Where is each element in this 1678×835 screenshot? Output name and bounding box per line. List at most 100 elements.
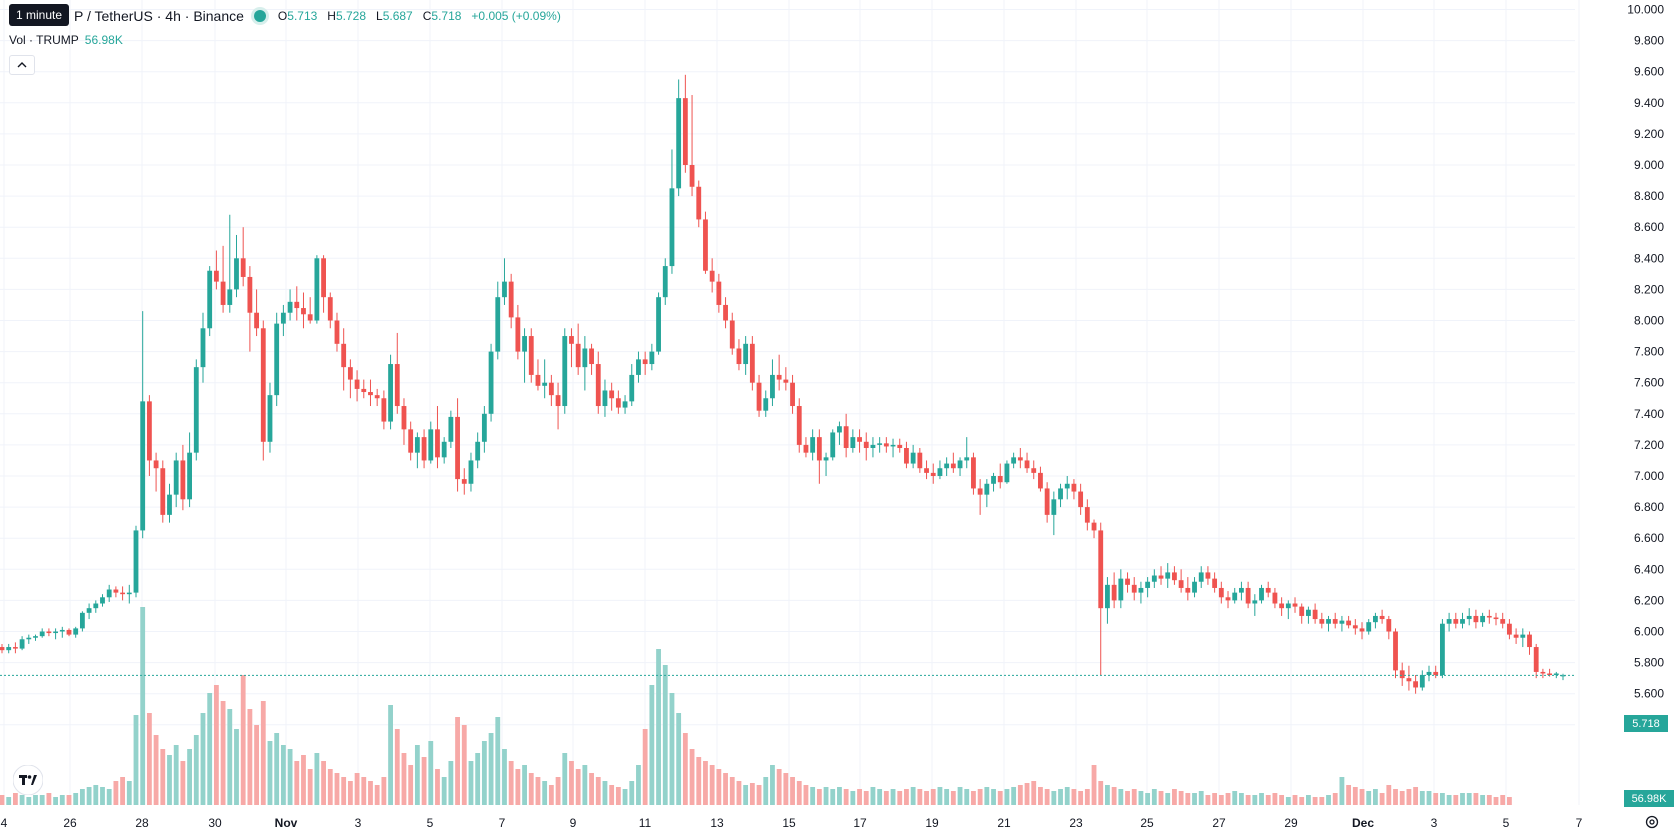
volume-bar <box>0 795 5 805</box>
volume-bar <box>1259 793 1264 805</box>
candle-body <box>321 258 326 298</box>
candle-body <box>696 186 702 220</box>
candle-body <box>1205 572 1211 579</box>
candle-body <box>770 374 775 399</box>
candle-body <box>1439 623 1445 676</box>
volume-bar <box>455 717 460 805</box>
volume-bar <box>609 785 615 805</box>
collapse-legend-button[interactable] <box>9 55 35 75</box>
volume-bar <box>1486 795 1492 805</box>
volume-bar <box>394 729 400 805</box>
volume-bar <box>368 781 373 805</box>
candle-body <box>1212 578 1218 588</box>
volume-bar <box>1218 795 1224 805</box>
candle-body <box>1118 578 1124 601</box>
candle-body <box>1466 615 1472 620</box>
price-tick-label: 9.200 <box>1634 127 1664 141</box>
volume-bar <box>146 713 152 805</box>
candle-body <box>93 603 99 609</box>
time-axis[interactable]: 4 26 28 30 Nov 3 5 7 9 11 13 15 17 19 21 23 25 27 29 Dec 3 5 7 <box>1 816 1583 830</box>
candle-body <box>582 348 588 368</box>
volume-bar <box>910 787 916 805</box>
volume-bar <box>1145 793 1151 805</box>
candle-body <box>615 398 621 408</box>
candle-body <box>1513 634 1519 638</box>
candle-body <box>1399 670 1405 679</box>
symbol-legend: P / TetherUS · 4h · Binance O5.713 H5.72… <box>8 8 561 24</box>
time-tick-label: 7 <box>1576 816 1583 830</box>
candle-body <box>857 437 862 442</box>
volume-bar <box>642 729 648 805</box>
candle-body <box>743 343 749 365</box>
volume-bar <box>1460 793 1465 805</box>
volume-bar <box>877 789 883 805</box>
volume-bar <box>1105 785 1110 805</box>
price-tick-label: 9.800 <box>1634 34 1664 48</box>
volume-bar <box>770 765 775 805</box>
chevron-up-icon <box>17 62 27 68</box>
candle-body <box>971 457 976 489</box>
candle-body <box>173 460 179 495</box>
candle-body <box>904 448 909 464</box>
volume-bars <box>0 607 1512 805</box>
candle-body <box>354 379 360 389</box>
volume-bar <box>361 777 367 805</box>
candle-body <box>260 328 266 442</box>
volume-bar <box>307 769 313 805</box>
volume-bar <box>488 733 494 805</box>
volume-bar <box>816 789 822 805</box>
price-tick-label: 6.400 <box>1634 562 1664 576</box>
volume-bar <box>294 761 300 805</box>
candle-body <box>1393 631 1398 671</box>
volume-bar <box>327 769 333 805</box>
volume-bar <box>502 749 507 805</box>
volume-bar <box>1017 785 1023 805</box>
volume-bar <box>743 785 749 805</box>
price-axis[interactable]: 10.000 9.800 9.600 9.400 9.200 9.000 8.800 8.60… <box>1627 3 1664 732</box>
volume-bar <box>79 789 85 805</box>
candle-body <box>508 281 514 318</box>
candle-body <box>455 416 460 480</box>
candle-body <box>1285 603 1291 609</box>
volume-bar <box>1051 791 1057 805</box>
candle-body <box>1299 606 1305 616</box>
volume-bar <box>689 749 695 805</box>
volume-bar <box>1252 795 1258 805</box>
time-tick-label: 25 <box>1140 816 1154 830</box>
volume-bar <box>280 745 286 805</box>
volume-bar <box>1433 793 1439 805</box>
candle-body <box>1480 615 1486 623</box>
volume-bar <box>783 773 789 805</box>
volume-bar <box>729 777 735 805</box>
time-tick-label: 4 <box>1 816 8 830</box>
candle-body <box>1105 584 1110 609</box>
volume-bar <box>321 761 326 805</box>
volume-bar <box>220 701 226 805</box>
gear-icon[interactable] <box>1644 814 1660 830</box>
volume-bar <box>1011 787 1017 805</box>
price-tick-label: 7.400 <box>1634 407 1664 421</box>
candle-body <box>1004 463 1010 483</box>
candle-body <box>1506 623 1512 635</box>
candle-body <box>1500 619 1506 624</box>
candle-body <box>957 460 963 469</box>
candle-body <box>656 297 661 352</box>
price-tick-label: 7.200 <box>1634 438 1664 452</box>
candle-body <box>113 589 119 593</box>
time-tick-label: 28 <box>135 816 149 830</box>
volume-bar <box>977 789 983 805</box>
volume-bar <box>522 765 527 805</box>
candle-body <box>1245 587 1251 604</box>
candle-body <box>1346 620 1352 626</box>
candle-body <box>1373 615 1378 623</box>
candle-body <box>1185 587 1191 593</box>
volume-bar <box>46 793 52 805</box>
volume-bar <box>676 713 682 805</box>
volume-bar <box>1245 795 1251 805</box>
volume-bar <box>629 781 635 805</box>
volume-label: Vol · TRUMP <box>9 33 79 47</box>
tradingview-logo-icon[interactable] <box>13 765 43 795</box>
candle-body <box>1426 671 1432 676</box>
symbol-title[interactable]: P / TetherUS · 4h · Binance <box>74 8 244 24</box>
